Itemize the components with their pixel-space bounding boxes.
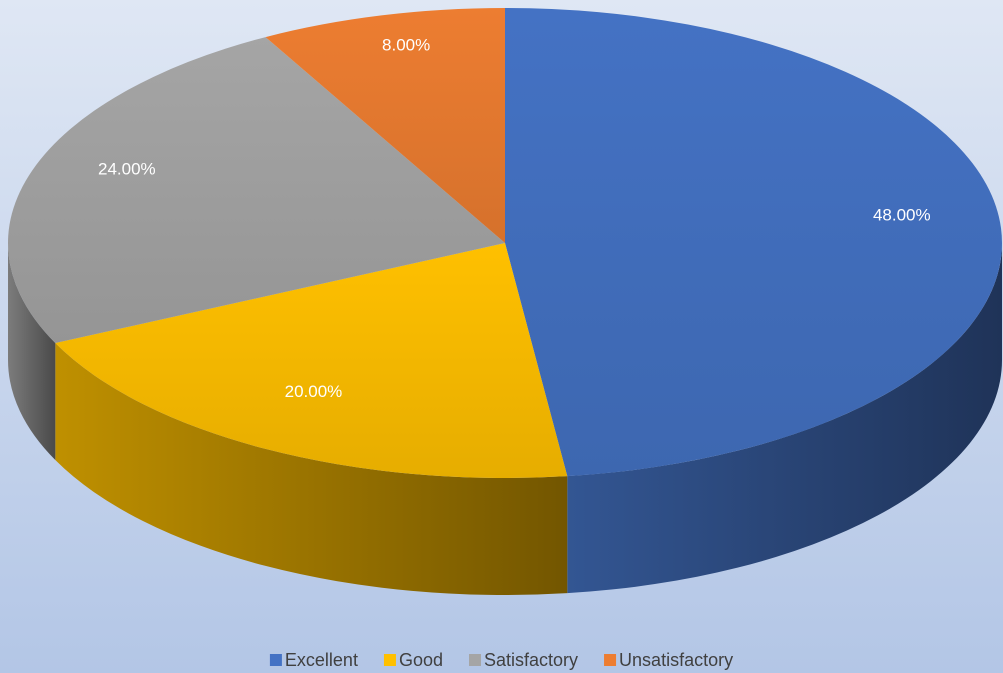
legend-item: Excellent xyxy=(269,650,358,670)
data-labels: 48.00% 20.00% 24.00% 8.00% xyxy=(98,35,931,401)
data-label: 20.00% xyxy=(285,382,343,401)
legend-swatch xyxy=(383,654,396,666)
data-label: 24.00% xyxy=(98,159,156,178)
legend-item: Good xyxy=(383,650,443,670)
pie-slices xyxy=(7,8,1002,478)
legend-item: Satisfactory xyxy=(469,650,578,670)
legend-item: Unsatisfactory xyxy=(604,650,733,670)
legend-label: Unsatisfactory xyxy=(619,650,733,670)
slice-side xyxy=(55,343,568,595)
data-label: 8.00% xyxy=(382,35,430,54)
legend-label: Excellent xyxy=(285,650,358,670)
slice xyxy=(7,37,506,344)
slice xyxy=(265,8,505,243)
legend-label: Satisfactory xyxy=(484,650,578,670)
legend-swatch xyxy=(469,654,481,666)
legend-swatch xyxy=(604,654,617,666)
pie-sides xyxy=(8,243,1002,595)
legend: Excellent Good Satisfactory Unsatisfactory xyxy=(269,650,733,670)
legend-swatch xyxy=(269,654,282,666)
slice-side xyxy=(8,243,56,461)
slice xyxy=(55,243,568,478)
legend-label: Good xyxy=(399,650,443,670)
slice-side xyxy=(567,243,1002,594)
slice xyxy=(505,8,1002,477)
data-label: 48.00% xyxy=(873,206,931,225)
